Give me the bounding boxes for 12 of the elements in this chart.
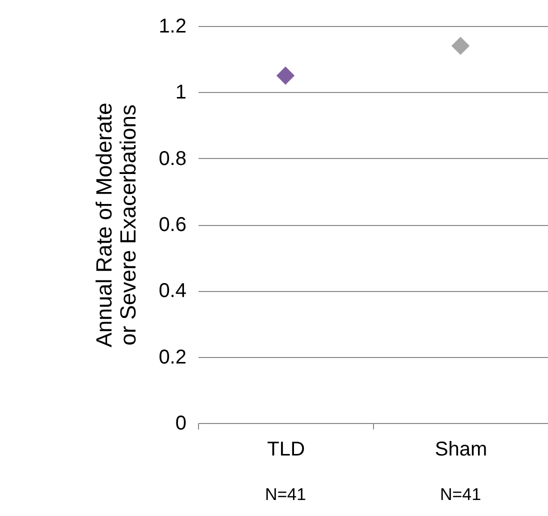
text: N=41: [264, 485, 306, 504]
x-tick-label: TLD: [267, 438, 305, 460]
text: N=41: [440, 485, 482, 504]
x-tick-label: Sham: [434, 438, 488, 460]
y-axis-title: Annual Rate of Moderate or Severe Exacerbations: [92, 102, 141, 348]
y-tick-label: 1: [175, 82, 186, 104]
y-tick-label: 1.2: [158, 16, 186, 38]
y-tick-label: 0.6: [158, 214, 186, 236]
y-tick-label: 0.8: [158, 148, 186, 170]
y-tick-label: 0: [175, 412, 186, 434]
y-tick-label: 0.4: [158, 280, 186, 302]
y-tick-label: 0.2: [158, 346, 186, 368]
